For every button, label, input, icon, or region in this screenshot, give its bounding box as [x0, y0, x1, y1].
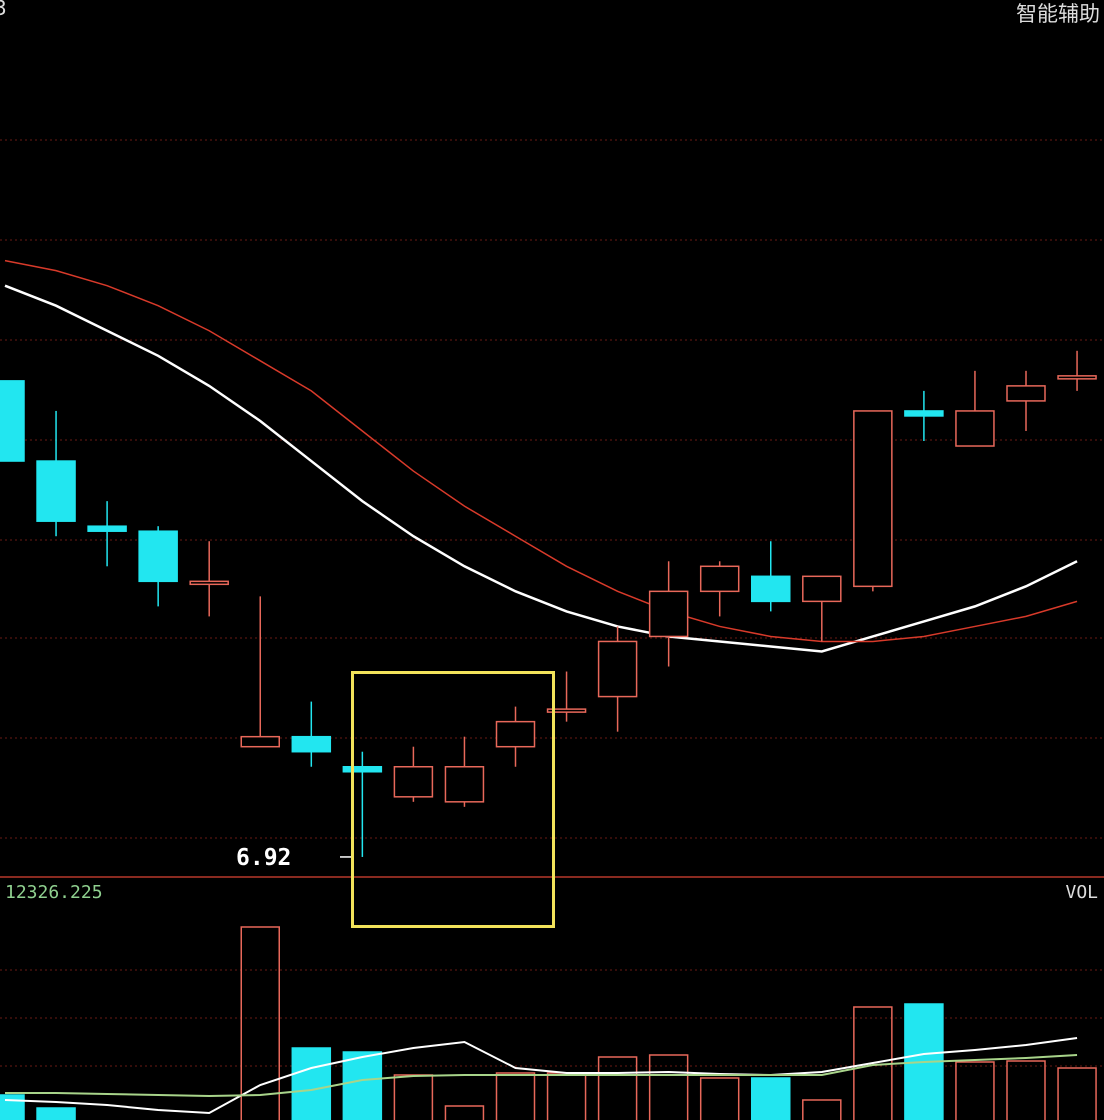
- candle-down: [904, 410, 944, 417]
- candle-up: [240, 735, 280, 748]
- candle-down: [36, 460, 76, 522]
- volume-bar: [240, 926, 280, 1120]
- volume-max-label: 12326.225: [5, 882, 103, 903]
- low-price-annotation: 6.92: [236, 845, 292, 871]
- candle-up: [546, 708, 587, 713]
- volume-ma1-line: [4, 1037, 1078, 1115]
- smart-assist-label[interactable]: 智能辅助: [1016, 2, 1100, 26]
- volume-bar: [802, 1099, 842, 1120]
- highlight-box: [351, 671, 555, 928]
- volume-bar: [1057, 1067, 1097, 1120]
- volume-bar: [36, 1107, 76, 1120]
- candle-up: [1006, 385, 1046, 402]
- volume-bar: [291, 1047, 332, 1120]
- candle-down: [0, 380, 25, 462]
- volume-bar: [495, 1072, 536, 1120]
- volume-bar: [699, 1077, 740, 1120]
- volume-bar: [955, 1061, 995, 1120]
- volume-title: VOL: [1065, 882, 1098, 903]
- volume-bar: [393, 1074, 434, 1120]
- volume-bar: [342, 1051, 383, 1120]
- candle-up: [648, 590, 689, 638]
- candle-down: [291, 735, 332, 753]
- candle-down: [87, 525, 127, 532]
- volume-bar: [444, 1105, 485, 1120]
- candle-up: [495, 720, 536, 748]
- candle-up: [393, 765, 434, 798]
- volume-ma2-line: [5, 1053, 1078, 1098]
- volume-bar: [1006, 1060, 1046, 1120]
- volume-bar: [546, 1072, 587, 1120]
- candle-down: [751, 575, 791, 603]
- candle-down: [342, 765, 383, 773]
- candle-down: [138, 530, 178, 583]
- ma-fast-line: [4, 284, 1078, 653]
- candle-up: [444, 765, 485, 803]
- volume-bar: [648, 1054, 689, 1120]
- volume-bar: [597, 1056, 638, 1120]
- ma-slow-line: [4, 259, 1078, 643]
- candle-up: [699, 565, 740, 593]
- volume-bar: [0, 1094, 25, 1120]
- header-left-fragment: 3: [0, 0, 7, 20]
- candle-up: [802, 575, 842, 603]
- candle-up: [597, 640, 638, 698]
- candle-up: [189, 580, 229, 586]
- candle-up: [955, 410, 995, 447]
- volume-bar: [751, 1077, 791, 1120]
- candle-up: [853, 410, 893, 588]
- candle-up: [1057, 375, 1097, 380]
